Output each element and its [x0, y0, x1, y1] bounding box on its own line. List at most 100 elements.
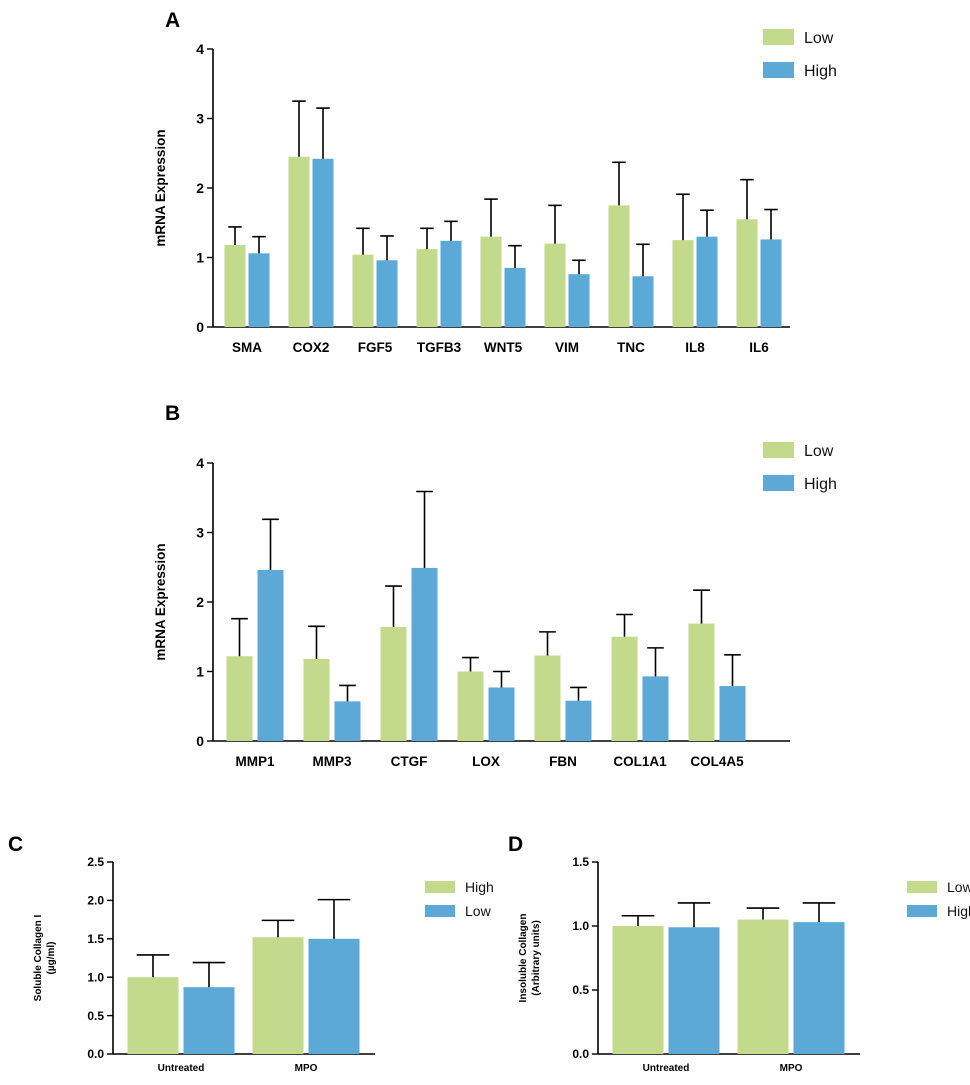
- bar-high-il6: [760, 239, 782, 327]
- legend-swatch-high: [425, 881, 455, 893]
- y-axis-unit-label: (Arbitrary units): [531, 920, 542, 996]
- bar-low-untreated: [183, 987, 235, 1054]
- legend-label-low: Low: [804, 30, 834, 47]
- bar-high-sma: [248, 253, 270, 327]
- y-tick-label: 0: [196, 319, 204, 335]
- bar-low-vim: [544, 243, 566, 327]
- y-tick-label: 1: [196, 249, 204, 265]
- x-tick-label: COX2: [293, 340, 330, 355]
- bar-high-il8: [696, 236, 718, 327]
- y-tick-label: 0.0: [87, 1047, 104, 1061]
- y-axis-label: Soluble Collagen I: [33, 914, 44, 1001]
- x-tick-label: LOX: [472, 754, 500, 769]
- bar-high-fbn: [565, 700, 592, 741]
- x-tick-label: IL8: [685, 340, 705, 355]
- y-tick-label: 2.5: [87, 855, 104, 869]
- legend-swatch-low: [763, 29, 794, 45]
- x-tick-label: VIM: [555, 340, 579, 355]
- bar-high-ctgf: [411, 567, 438, 741]
- legend-label-low: Low: [947, 879, 970, 895]
- bar-high-untreated: [127, 977, 179, 1054]
- y-axis-label: mRNA Expression: [153, 129, 168, 246]
- y-tick-label: 4: [196, 41, 204, 57]
- x-tick-label: COL4A5: [690, 754, 744, 769]
- y-tick-label: 0.5: [572, 983, 589, 997]
- y-tick-label: 2: [196, 180, 204, 196]
- legend-label-high: High: [804, 476, 837, 493]
- bar-low-col4a5: [688, 623, 715, 741]
- y-tick-label: 0.0: [572, 1047, 589, 1061]
- x-tick-label: MMP3: [312, 754, 351, 769]
- x-tick-label: TNC: [617, 340, 645, 355]
- legend-swatch-high: [763, 62, 794, 78]
- bar-low-fbn: [534, 655, 561, 741]
- legend-label-high: High: [947, 903, 970, 919]
- x-tick-label: TGFB3: [417, 340, 462, 355]
- bar-high-tnc: [632, 276, 654, 327]
- panel-letter: C: [8, 833, 23, 856]
- bar-low-tnc: [608, 205, 630, 327]
- bar-low-tgfb3: [416, 249, 438, 327]
- chart-panel-a: A 0 1 2 3 4 mRNA Expression SMA COX2 FGF5 TGFB3 WNT…: [153, 9, 837, 355]
- panel-letter: D: [508, 833, 523, 856]
- bar-low-fgf5: [352, 254, 374, 327]
- bar-high-col4a5: [719, 686, 746, 741]
- x-tick-label: FBN: [549, 754, 577, 769]
- bar-low-ctgf: [380, 627, 407, 741]
- x-tick-label: COL1A1: [613, 754, 667, 769]
- legend-label-low: Low: [465, 903, 492, 919]
- y-tick-label: 2: [196, 594, 204, 610]
- x-tick-label: MPO: [780, 1063, 803, 1074]
- x-tick-label: MPO: [295, 1063, 318, 1074]
- bar-high-cox2: [312, 158, 334, 327]
- legend-swatch-low: [763, 442, 794, 458]
- bar-high-wnt5: [504, 267, 526, 327]
- legend-swatch-low: [425, 905, 455, 917]
- bar-low-cox2: [288, 156, 310, 327]
- y-tick-label: 0: [196, 733, 204, 749]
- bar-low-mmp3: [303, 658, 330, 741]
- bar-high-tgfb3: [440, 240, 462, 327]
- y-tick-label: 2.0: [87, 894, 104, 908]
- bar-low-il8: [672, 240, 694, 327]
- bar-low-untreated: [612, 926, 664, 1054]
- x-tick-label: MMP1: [235, 754, 274, 769]
- bar-high-mpo: [793, 922, 845, 1054]
- x-tick-label: SMA: [232, 340, 262, 355]
- x-tick-label: Untreated: [158, 1063, 205, 1074]
- bar-high-mmp1: [257, 570, 284, 741]
- bar-low-col1a1: [611, 636, 638, 741]
- bar-low-mmp1: [226, 656, 253, 741]
- bar-high-col1a1: [642, 676, 669, 741]
- y-axis-label: mRNA Expression: [153, 543, 168, 660]
- bar-low-lox: [457, 671, 484, 741]
- x-tick-label: CTGF: [391, 754, 428, 769]
- legend-swatch-high: [763, 475, 794, 491]
- y-tick-label: 3: [196, 110, 204, 126]
- y-tick-label: 4: [196, 455, 204, 471]
- bar-low-il6: [736, 219, 758, 327]
- chart-panel-b: B 0 1 2 3 4 mRNA Expression MMP1 MMP3 CTGF LOX FBN C…: [153, 402, 837, 769]
- legend-label-low: Low: [804, 443, 834, 460]
- bar-low-mpo: [308, 938, 360, 1054]
- y-tick-label: 1: [196, 663, 204, 679]
- bar-low-wnt5: [480, 236, 502, 327]
- chart-panel-d: D 0.0 0.5 1.0 1.5 Insoluble Collagen (Arbitrar…: [508, 833, 970, 1074]
- y-tick-label: 1.5: [572, 855, 589, 869]
- y-axis-label: Insoluble Collagen: [518, 914, 529, 1003]
- y-tick-label: 1.0: [87, 970, 104, 984]
- x-tick-label: Untreated: [643, 1063, 690, 1074]
- panel-letter: B: [165, 402, 180, 425]
- y-tick-label: 1.0: [572, 919, 589, 933]
- chart-panel-c: C 0.0 0.5 1.0 1.5 2.0 2.5 Soluble Collagen I (µg…: [8, 833, 494, 1074]
- bar-high-lox: [488, 687, 515, 741]
- legend-label-high: High: [804, 63, 837, 80]
- bar-high-untreated: [668, 927, 720, 1054]
- legend-swatch-low: [907, 881, 937, 893]
- y-tick-label: 0.5: [87, 1009, 104, 1023]
- bar-high-mpo: [252, 937, 304, 1054]
- bar-low-mpo: [737, 919, 789, 1054]
- bar-high-mmp3: [334, 701, 361, 741]
- panel-letter: A: [165, 9, 180, 32]
